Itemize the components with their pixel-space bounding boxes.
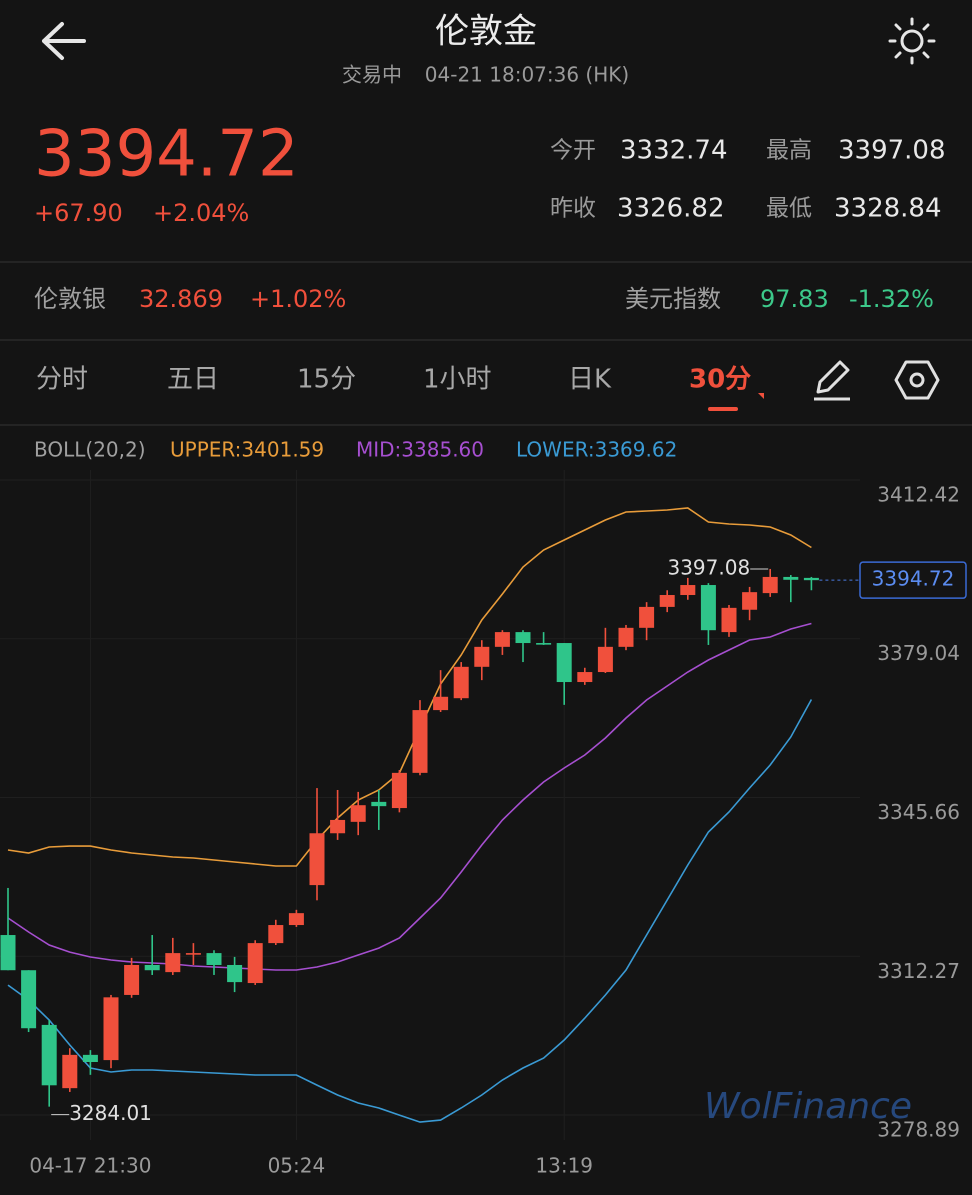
x-tick-label: 04-17 21:30 xyxy=(29,1154,151,1178)
related-item[interactable]: 美元指数 97.83 -1.32% xyxy=(625,285,934,313)
related-price: 97.83 xyxy=(760,285,829,313)
status: 交易中 xyxy=(342,63,402,87)
y-tick-label: 3379.04 xyxy=(877,641,960,665)
candle-body xyxy=(21,970,37,1029)
candle-body xyxy=(700,585,716,631)
stat-label: 最低 xyxy=(766,196,812,222)
low-label: 3284.01 xyxy=(69,1101,152,1125)
candle-body xyxy=(742,592,758,610)
price: 3394.72 xyxy=(34,118,299,192)
settings-button[interactable] xyxy=(894,360,940,400)
candle-body xyxy=(350,805,366,822)
candle-body xyxy=(247,943,263,984)
candle-body xyxy=(206,953,222,965)
timestamp: 04-21 18:07:36 (HK) xyxy=(425,63,629,87)
legend-entry: LOWER:3369.62 xyxy=(516,438,677,462)
stat-label: 最高 xyxy=(766,138,812,164)
candle-body xyxy=(309,833,325,886)
candle-body xyxy=(659,595,675,607)
candle-body xyxy=(165,953,181,973)
candle-body xyxy=(762,576,778,594)
candle-body xyxy=(124,964,140,995)
candle-body xyxy=(433,696,449,711)
candle-body xyxy=(536,643,552,645)
tab[interactable]: 15分 xyxy=(297,365,356,395)
title: 伦敦金 xyxy=(435,12,537,52)
candle-body xyxy=(371,801,387,807)
y-tick-label: 3412.42 xyxy=(877,483,960,507)
related-name: 美元指数 xyxy=(625,285,721,313)
candle-body xyxy=(721,607,737,633)
candle-body xyxy=(474,646,490,667)
candle-body xyxy=(556,643,572,683)
related-name: 伦敦银 xyxy=(34,285,106,313)
candle-body xyxy=(391,772,407,809)
stat-label: 今开 xyxy=(550,138,596,164)
candle-body xyxy=(577,672,593,683)
y-tick-label: 3345.66 xyxy=(877,800,960,824)
stat-value: 3332.74 xyxy=(620,136,728,166)
stat-value: 3326.82 xyxy=(617,194,725,224)
x-tick-label: 05:24 xyxy=(268,1154,326,1178)
candle-body xyxy=(144,964,160,971)
back-button[interactable] xyxy=(42,22,86,60)
candle-body xyxy=(330,819,346,834)
stat-value: 3397.08 xyxy=(838,136,946,166)
tab[interactable]: 30分 xyxy=(689,365,751,395)
candle-body xyxy=(288,913,304,926)
candle-body xyxy=(412,710,428,773)
change: +67.90 xyxy=(34,199,123,227)
candle-body xyxy=(227,964,243,983)
candle-body xyxy=(62,1054,78,1089)
theme-button[interactable] xyxy=(888,17,936,65)
candle-body xyxy=(41,1024,57,1086)
last-price-tag xyxy=(859,561,967,599)
candle-body xyxy=(618,627,634,647)
stat-value: 3328.84 xyxy=(834,194,942,224)
stat-label: 昨收 xyxy=(550,196,596,222)
boll-line xyxy=(7,507,812,867)
candle-body xyxy=(103,997,119,1061)
candle-body xyxy=(515,632,531,644)
candle-body xyxy=(597,646,613,673)
legend-entry: MID:3385.60 xyxy=(356,438,484,462)
related-change: +1.02% xyxy=(250,285,346,313)
candle-body xyxy=(639,606,655,628)
y-tick-label: 3278.89 xyxy=(877,1118,960,1142)
watermark: WolFinance xyxy=(704,1086,912,1127)
related-change: -1.32% xyxy=(849,285,934,313)
chart: BOLL(20,2) UPPER:3401.59 MID:3385.60 LOWER:… xyxy=(0,438,967,1178)
tab[interactable]: 五日 xyxy=(167,365,219,395)
candle-body xyxy=(453,666,469,699)
tab-underline xyxy=(708,407,738,411)
tab[interactable]: 日K xyxy=(568,365,612,395)
candle-body xyxy=(803,577,819,581)
related-item[interactable]: 伦敦银 32.869 +1.02% xyxy=(34,285,346,313)
boll-line xyxy=(7,699,813,1123)
tab-bar: 分时 五日 15分 1小时 日K 30分 xyxy=(36,365,764,411)
candle-body xyxy=(268,925,284,944)
candle-body xyxy=(82,1054,98,1062)
last-price-label: 3394.72 xyxy=(872,567,955,591)
candle-body xyxy=(494,632,510,647)
high-label: 3397.08 xyxy=(667,555,750,579)
x-tick-label: 13:19 xyxy=(535,1154,593,1178)
change-pct: +2.04% xyxy=(153,199,249,227)
related-price: 32.869 xyxy=(139,285,223,313)
candle-body xyxy=(185,953,201,955)
tab[interactable]: 分时 xyxy=(36,365,88,395)
boll-line xyxy=(7,622,812,971)
legend-entry: UPPER:3401.59 xyxy=(170,438,324,462)
candle-body xyxy=(680,585,696,596)
candle-body xyxy=(783,576,799,580)
y-tick-label: 3312.27 xyxy=(877,959,960,983)
tab-dropdown xyxy=(758,393,764,399)
draw-button[interactable] xyxy=(814,360,850,401)
candle-body xyxy=(0,935,16,971)
indicator-label: BOLL(20,2) xyxy=(34,438,146,462)
tab[interactable]: 1小时 xyxy=(423,365,492,395)
